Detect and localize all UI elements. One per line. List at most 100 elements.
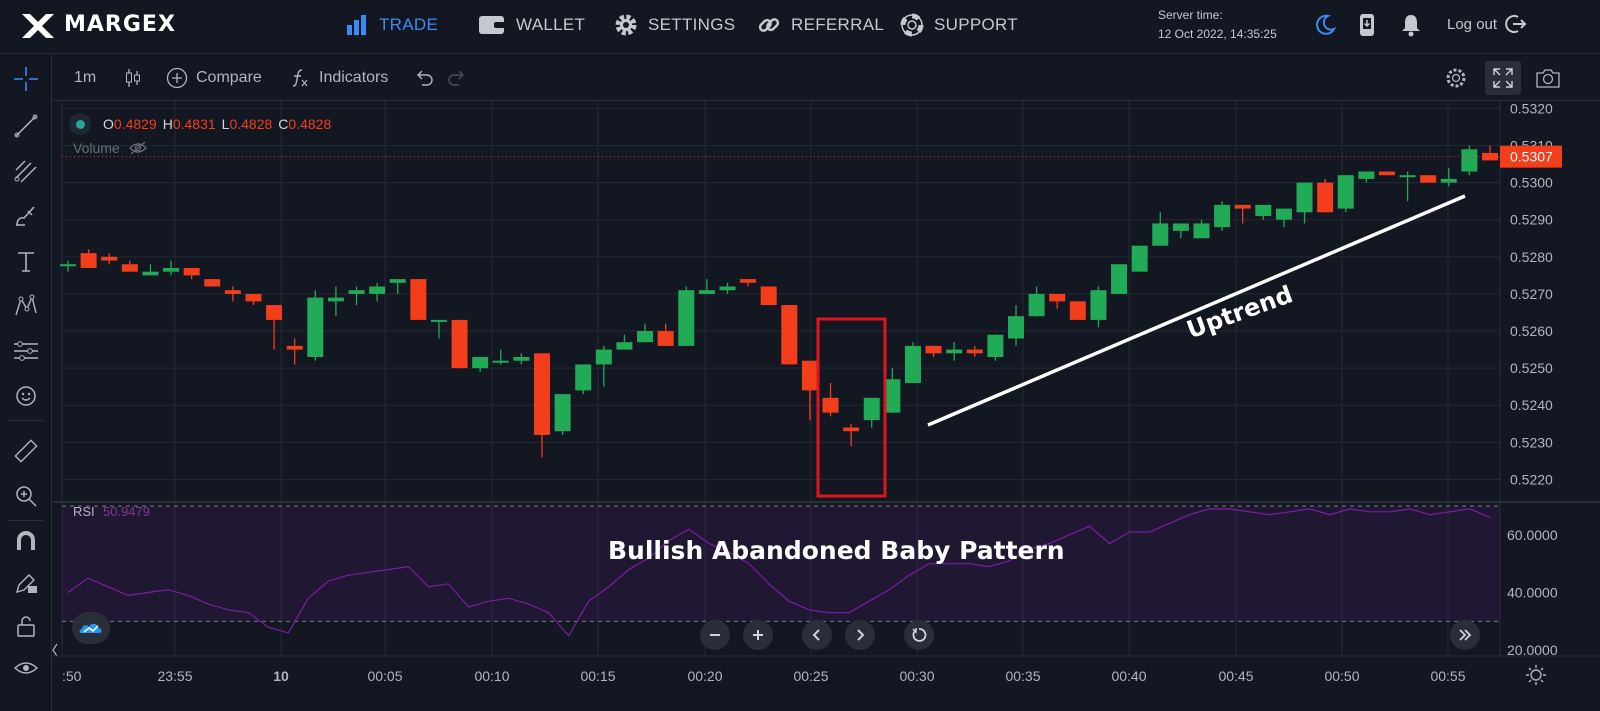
- bell-icon: [1402, 15, 1420, 37]
- candle-body: [1461, 149, 1478, 172]
- nav-settings-label: SETTINGS: [648, 15, 736, 34]
- pitchfork-icon: [14, 160, 37, 183]
- candle-body: [1152, 223, 1169, 246]
- cloud-logo-icon: [79, 623, 102, 633]
- fullscreen-icon: [1493, 68, 1513, 88]
- nav-wallet[interactable]: WALLET: [478, 13, 585, 37]
- candle-body: [1337, 175, 1354, 209]
- price-tick-label: 0.5290: [1510, 212, 1553, 228]
- candle-body: [719, 286, 736, 291]
- trend-line-tool[interactable]: [10, 110, 42, 142]
- indicators-button[interactable]: Indicators: [289, 67, 388, 89]
- scroll-left-button[interactable]: [802, 620, 832, 650]
- prediction-tool[interactable]: [10, 335, 42, 367]
- visibility-tool[interactable]: [10, 652, 42, 684]
- zoom-out-button[interactable]: [700, 620, 730, 650]
- smiley-icon: [16, 386, 36, 406]
- candle-body: [904, 345, 921, 383]
- time-tick-label: 00:55: [1430, 668, 1465, 684]
- candle-body: [925, 345, 942, 354]
- axis-settings-button[interactable]: [1524, 663, 1548, 687]
- nav-settings[interactable]: SETTINGS: [614, 13, 735, 37]
- margex-logo[interactable]: MARGEX: [20, 10, 176, 38]
- phone-icon: [1360, 14, 1374, 36]
- price-tick-label: 0.5320: [1510, 100, 1553, 116]
- candle-body: [142, 271, 159, 276]
- snapshot-button[interactable]: [1535, 67, 1561, 89]
- reset-chart-button[interactable]: [904, 620, 934, 650]
- candle-body: [966, 349, 983, 354]
- unlock-icon: [17, 616, 35, 637]
- nav-support[interactable]: SUPPORT: [900, 13, 1018, 37]
- time-tick-label: 00:50: [1324, 668, 1359, 684]
- logout-button[interactable]: Log out: [1447, 14, 1527, 34]
- scroll-right-button[interactable]: [845, 620, 875, 650]
- price-tick-label: 0.5260: [1510, 323, 1553, 339]
- pattern-icon: [15, 294, 37, 316]
- server-time: Server time: 12 Oct 2022, 14:35:25: [1158, 6, 1277, 44]
- ruler-tool[interactable]: [10, 435, 42, 467]
- logout-label: Log out: [1447, 15, 1498, 33]
- redo-button[interactable]: [446, 67, 468, 89]
- pattern-tool[interactable]: [10, 290, 42, 322]
- mobile-app-button[interactable]: [1354, 12, 1380, 38]
- undo-button[interactable]: [413, 67, 435, 89]
- candle-body: [554, 394, 571, 432]
- chart-toolbar: 1m Compare Indicators: [53, 55, 1600, 101]
- unlock-tool[interactable]: [10, 610, 42, 642]
- crosshair-tool[interactable]: [10, 63, 42, 95]
- zoom-in-button[interactable]: [743, 620, 773, 650]
- gear-icon: [615, 14, 637, 36]
- magnet-tool[interactable]: [10, 525, 42, 557]
- ohlc-open-label: O: [103, 116, 114, 132]
- time-tick-label: 00:25: [793, 668, 828, 684]
- scroll-to-realtime-button[interactable]: [1450, 620, 1480, 650]
- text-tool[interactable]: [10, 245, 42, 277]
- interval-selector[interactable]: 1m: [74, 67, 96, 89]
- theme-toggle[interactable]: [1312, 12, 1338, 38]
- time-tick-label: 00:15: [580, 668, 615, 684]
- candle-body: [245, 293, 262, 302]
- rsi-line: [67, 508, 1491, 637]
- crosshair-icon: [14, 67, 38, 91]
- candle-body: [534, 353, 550, 435]
- chart-type-button[interactable]: [123, 67, 143, 89]
- text-icon: [18, 252, 34, 272]
- candle-body: [121, 264, 138, 272]
- time-tick-label: 00:45: [1218, 668, 1253, 684]
- tradingview-logo[interactable]: [72, 612, 110, 644]
- compare-button[interactable]: Compare: [166, 67, 262, 89]
- lock-drawings-tool[interactable]: [10, 567, 42, 599]
- nav-trade[interactable]: TRADE: [345, 13, 438, 37]
- volume-legend[interactable]: Volume: [73, 140, 148, 156]
- plus-icon: [753, 630, 763, 640]
- gear-icon: [1446, 68, 1466, 88]
- nav-referral[interactable]: REFERRAL: [757, 13, 884, 37]
- last-price-label: 0.5307: [1510, 149, 1553, 165]
- candles-icon: [126, 69, 140, 87]
- ohlc-high-label: H: [162, 116, 173, 132]
- candle-body: [492, 360, 509, 363]
- emoji-tool[interactable]: [10, 380, 42, 412]
- brush-tool[interactable]: [10, 200, 42, 232]
- candle-body: [101, 256, 118, 261]
- pencil-lock-icon: [15, 574, 37, 594]
- notifications-button[interactable]: [1398, 12, 1424, 38]
- collapse-toolbar-handle[interactable]: [51, 640, 59, 660]
- drawing-toolbar: [0, 55, 58, 711]
- candle-body: [595, 349, 612, 365]
- undo-icon: [417, 70, 433, 86]
- interval-label: 1m: [74, 69, 97, 86]
- candle-body: [760, 286, 777, 306]
- candle-body: [389, 279, 406, 283]
- zoom-tool[interactable]: [10, 480, 42, 512]
- fullscreen-button[interactable]: [1485, 61, 1521, 95]
- candle-body: [657, 331, 674, 346]
- fib-tool[interactable]: [10, 155, 42, 187]
- nav-trade-label: TRADE: [379, 15, 439, 34]
- price-tick-label: 0.5280: [1510, 249, 1553, 265]
- eye-off-icon[interactable]: [128, 140, 148, 156]
- candle-body: [1193, 223, 1210, 239]
- chart-settings-button[interactable]: [1444, 67, 1468, 89]
